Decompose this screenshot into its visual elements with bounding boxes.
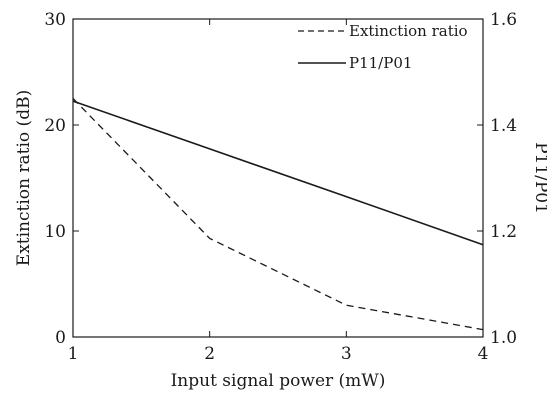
series-line-p11-p01 [72, 100, 484, 246]
tick-labels: 1 2 3 4 0 10 20 30 1.0 1.2 1.4 1.6 [44, 10, 517, 364]
x-tick-label: 1 [68, 344, 79, 364]
y-left-tick-label: 30 [44, 10, 66, 30]
y-left-tick-label: 10 [44, 222, 66, 242]
y-right-tick-label: 1.2 [490, 222, 517, 242]
y-left-tick-label: 0 [55, 328, 66, 348]
plot-frame [72, 18, 484, 338]
y-axis-title-left: Extinction ratio (dB) [14, 90, 34, 266]
y-axis-title-right: P11/P01 [531, 142, 547, 214]
series-layer [72, 98, 484, 331]
y-right-tick-label: 1.6 [490, 10, 517, 30]
y-right-tick-label: 1.0 [490, 328, 517, 348]
legend: Extinction ratio P11/P01 [298, 22, 468, 72]
x-tick-label: 3 [341, 344, 352, 364]
series-line-extinction-ratio [72, 98, 484, 331]
y-right-tick-label: 1.4 [490, 116, 517, 136]
legend-label-extinction-ratio: Extinction ratio [349, 22, 468, 40]
legend-label-p11-p01: P11/P01 [349, 54, 412, 72]
y-left-tick-label: 20 [44, 116, 66, 136]
x-tick-label: 4 [478, 344, 489, 364]
x-tick-label: 2 [204, 344, 215, 364]
x-axis-title: Input signal power (mW) [171, 371, 386, 391]
tick-marks [72, 18, 484, 338]
